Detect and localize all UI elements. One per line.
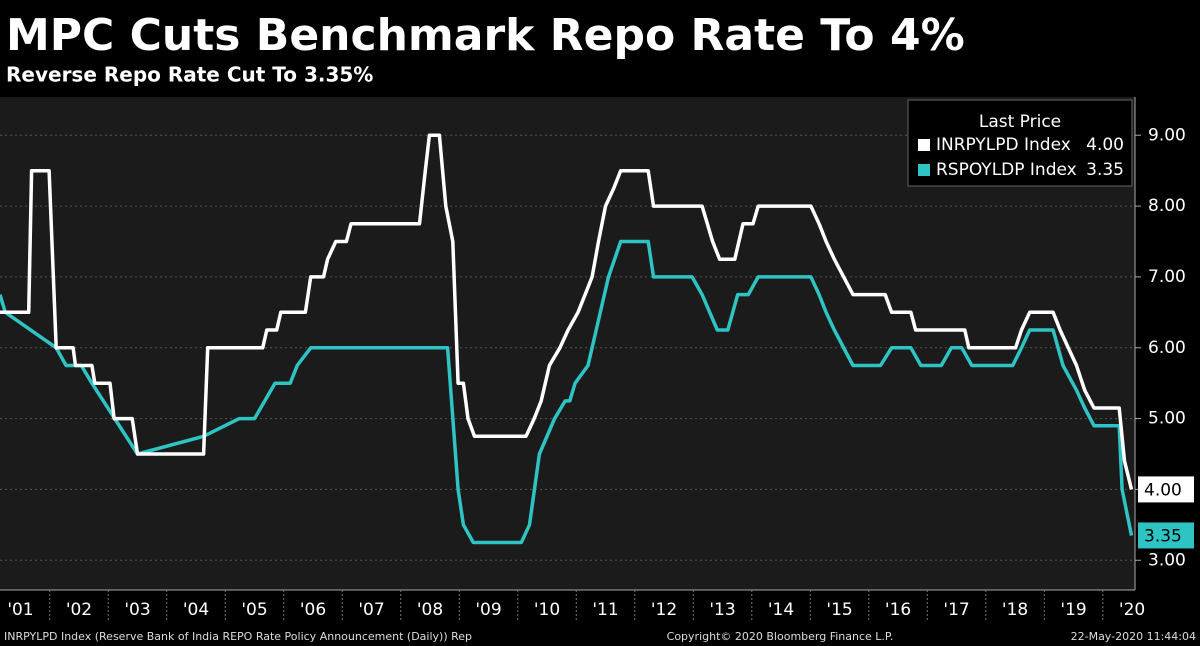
y-tick-label: 6.00: [1148, 338, 1186, 358]
last-price-tag: [1138, 522, 1194, 549]
x-tick-label: '11: [592, 600, 618, 620]
x-tick-label: '19: [1060, 600, 1086, 620]
chart-subtitle: Reverse Repo Rate Cut To 3.35%: [6, 63, 373, 87]
footer-date: 22-May-2020 11:44:04: [1071, 630, 1196, 643]
legend-swatch: [918, 164, 930, 176]
legend-label: INRPYLPD Index: [936, 135, 1071, 155]
x-tick-label: '18: [1002, 600, 1028, 620]
last-price-tag: [1138, 476, 1194, 503]
x-tick-label: '07: [358, 600, 384, 620]
legend-box: [907, 99, 1133, 187]
y-tick-label: 8.00: [1148, 196, 1186, 216]
x-tick-label: '04: [183, 600, 209, 620]
x-tick-label: '02: [66, 600, 92, 620]
y-tick-label: 3.00: [1148, 550, 1186, 570]
x-tick-label: '20: [1119, 600, 1145, 620]
footer-copyright: Copyright© 2020 Bloomberg Finance L.P.: [667, 630, 894, 643]
last-price-label: 4.00: [1144, 480, 1182, 500]
legend-swatch: [918, 139, 930, 151]
x-tick-label: '17: [943, 600, 969, 620]
x-tick-label: '12: [651, 600, 677, 620]
x-tick-label: '16: [885, 600, 911, 620]
x-tick-label: '15: [826, 600, 852, 620]
last-price-label: 3.35: [1144, 526, 1182, 546]
y-tick-label: 9.00: [1148, 125, 1186, 145]
x-tick-label: '09: [475, 600, 501, 620]
x-tick-label: '05: [241, 600, 267, 620]
x-tick-label: '03: [124, 600, 150, 620]
x-tick-label: '14: [768, 600, 794, 620]
series-line: [0, 133, 1134, 490]
series-line: [0, 239, 1134, 545]
footer-source: INRPYLPD Index (Reserve Bank of India RE…: [4, 630, 472, 643]
legend-label: RSPOYLDP Index: [936, 160, 1077, 180]
x-tick-label: '08: [417, 600, 443, 620]
y-tick-label: 5.00: [1148, 409, 1186, 429]
legend-title: Last Price: [979, 112, 1061, 132]
legend-value: 3.35: [1086, 160, 1124, 180]
x-tick-label: '01: [7, 600, 33, 620]
x-tick-label: '06: [300, 600, 326, 620]
x-tick-label: '13: [709, 600, 735, 620]
legend-value: 4.00: [1086, 135, 1124, 155]
x-tick-label: '10: [534, 600, 560, 620]
y-tick-label: 7.00: [1148, 267, 1186, 287]
chart-title: MPC Cuts Benchmark Repo Rate To 4%: [6, 10, 965, 61]
